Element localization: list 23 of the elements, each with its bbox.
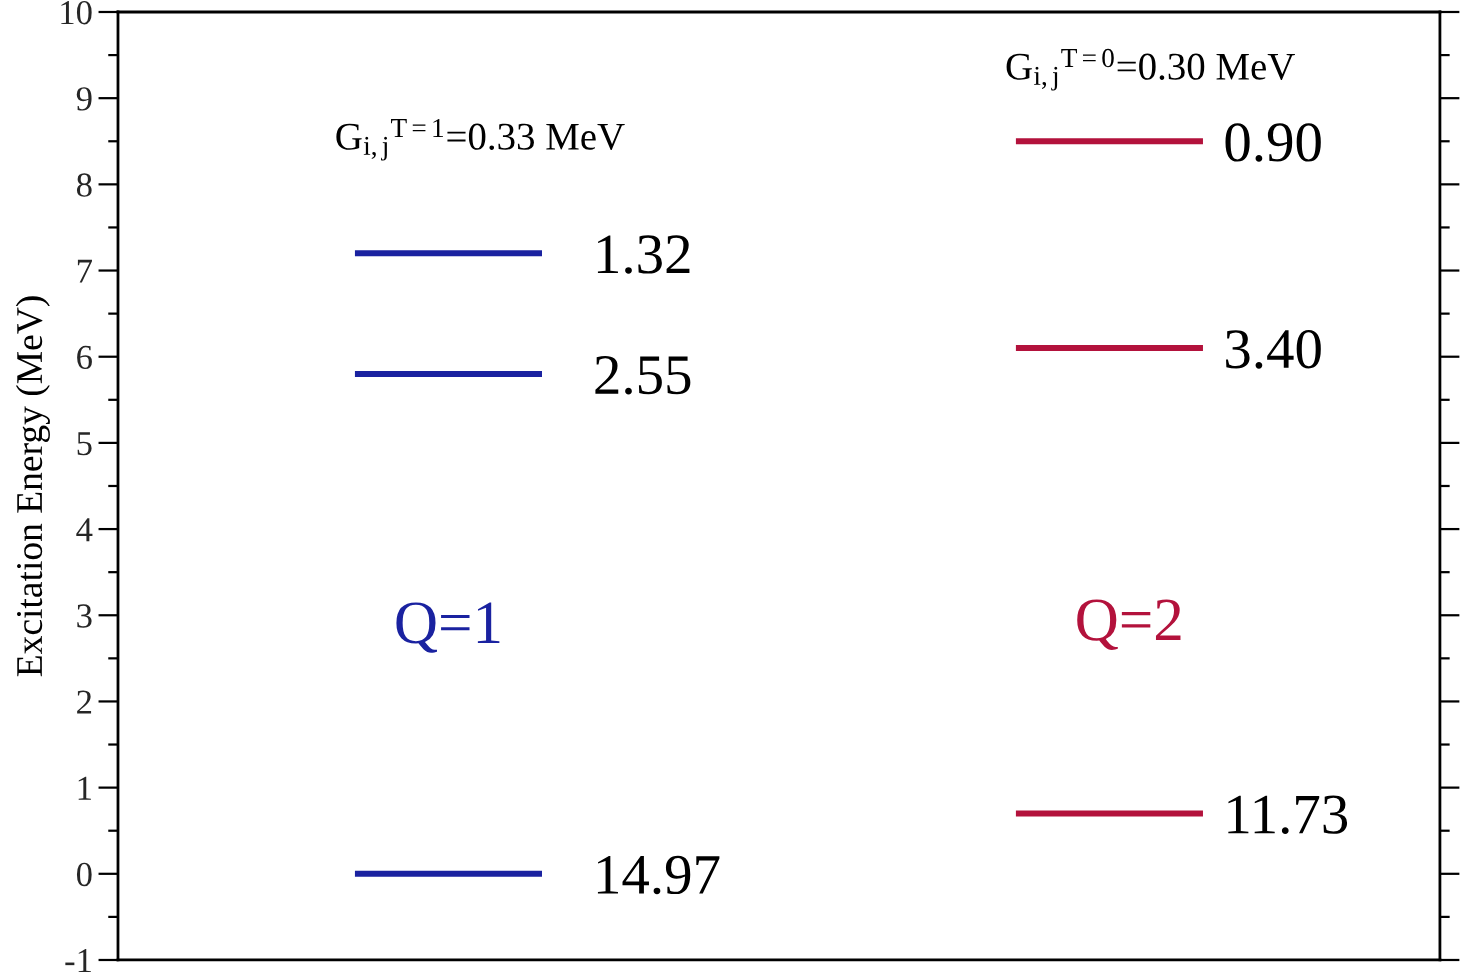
annotation: Q=2 [1077, 599, 1181, 650]
y-tick-label: 4 [76, 518, 93, 542]
y-tick-label: 6 [77, 345, 92, 370]
y-tick-label: 9 [76, 87, 92, 111]
y-axis-title: Excitation Energy (MeV) [15, 296, 50, 677]
y-tick-label: 3 [77, 604, 92, 628]
y-tick-label: 5 [77, 432, 92, 456]
annotation: 0.90 [1225, 123, 1321, 162]
y-tick-label: 7 [77, 259, 92, 283]
y-tick-label: 10 [61, 0, 92, 25]
annotation: 2.55 [595, 356, 691, 395]
annotation: 14.97 [597, 855, 720, 895]
annotation: G$_{i,j}$$^{T=1}$=0.33 MeV [336, 118, 625, 161]
annotation: 1.32 [597, 235, 690, 274]
y-tick-label: 0 [76, 862, 92, 887]
annotation: Q=1 [396, 602, 500, 653]
annotation: G$_{i,j}$$^{T=0}$=0.30 MeV [1006, 48, 1295, 91]
y-tick-label: 2 [77, 690, 92, 714]
annotation: 3.40 [1226, 329, 1321, 369]
y-tick-label: -1 [65, 949, 91, 973]
y-tick-label: 8 [76, 173, 92, 197]
annotation: 11.73 [1228, 795, 1348, 835]
y-tick-label: 1 [78, 776, 91, 800]
